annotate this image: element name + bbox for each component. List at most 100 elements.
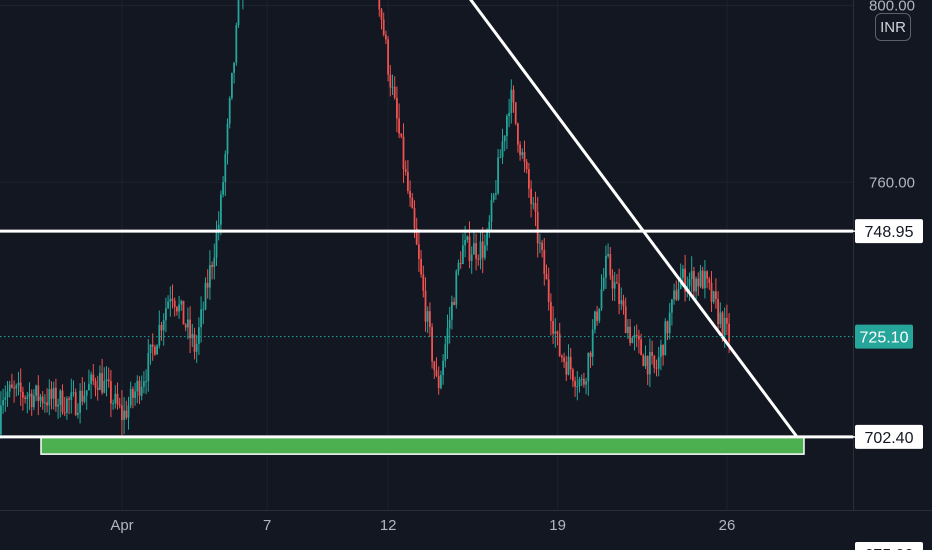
- candle-body: [701, 270, 704, 289]
- candle-body: [446, 328, 449, 345]
- candle-body: [444, 344, 447, 361]
- candle-body: [519, 144, 521, 156]
- candle-body: [539, 242, 541, 244]
- candle-body: [646, 355, 649, 375]
- candle-body: [514, 102, 517, 124]
- candle-body: [33, 395, 35, 408]
- candle-body: [607, 253, 609, 256]
- candle-body: [8, 384, 11, 392]
- candle-body: [554, 331, 557, 334]
- candle-body: [407, 171, 409, 192]
- candle-body: [147, 352, 150, 382]
- candle-body: [431, 327, 433, 362]
- candle-body: [132, 389, 134, 398]
- candle-body: [616, 282, 618, 284]
- candle-body: [536, 211, 539, 244]
- candle-body: [521, 152, 524, 156]
- support-zone[interactable]: [40, 436, 805, 455]
- trendline[interactable]: [267, 0, 799, 438]
- time-axis[interactable]: Apr 7 12 19 26: [110, 517, 735, 534]
- candle-body: [660, 344, 662, 357]
- x-tick-label: 19: [549, 517, 566, 534]
- candle-body: [609, 253, 612, 276]
- candle-body: [156, 345, 158, 355]
- candle-body: [699, 270, 702, 287]
- candle-body: [4, 397, 7, 401]
- drawing-overlays[interactable]: [0, 0, 853, 550]
- candle-body: [534, 203, 537, 212]
- y-tick-label: 760.00: [869, 174, 915, 191]
- candle-body: [578, 379, 581, 387]
- candle-body: [653, 355, 656, 368]
- candle-body: [462, 245, 464, 264]
- candle-body: [585, 381, 587, 385]
- candle-body: [160, 325, 163, 331]
- candle-body: [378, 0, 381, 10]
- candle-body: [206, 282, 209, 288]
- candle-body: [688, 279, 691, 287]
- candle-body: [651, 352, 653, 356]
- candle-body: [565, 361, 568, 375]
- candle-body: [37, 385, 40, 401]
- candle-body: [134, 391, 136, 398]
- candle-body: [81, 390, 84, 402]
- candle-body: [66, 398, 68, 413]
- candle-body: [35, 385, 37, 396]
- candle-body: [523, 152, 526, 162]
- candle-body: [717, 298, 719, 324]
- candle-body: [149, 344, 152, 353]
- candle-body: [15, 385, 18, 389]
- candle-body: [596, 311, 598, 321]
- candle-body: [728, 323, 730, 342]
- x-tick-label: 7: [263, 517, 271, 534]
- candle-body: [72, 392, 75, 394]
- grid: [0, 0, 853, 510]
- candle-body: [173, 300, 176, 308]
- x-tick-label: Apr: [110, 517, 133, 534]
- candle-body: [545, 274, 548, 280]
- candle-body: [541, 242, 543, 250]
- candle-body: [512, 89, 515, 103]
- currency-badge[interactable]: INR: [875, 13, 911, 41]
- candlestick-series[interactable]: [0, 0, 730, 439]
- candle-body: [167, 301, 169, 309]
- candle-body: [671, 299, 673, 313]
- candle-body: [28, 393, 31, 397]
- candle-body: [83, 395, 86, 402]
- candle-body: [677, 288, 680, 300]
- candle-body: [79, 390, 81, 413]
- candle-body: [385, 34, 387, 40]
- candle-body: [39, 396, 42, 401]
- candle-body: [85, 390, 88, 396]
- candle-body: [180, 300, 183, 305]
- candle-body: [613, 282, 616, 289]
- candle-body: [70, 392, 73, 400]
- candle-body: [497, 157, 499, 194]
- candle-body: [451, 301, 453, 320]
- candle-body: [118, 404, 121, 406]
- candle-body: [532, 203, 535, 205]
- candle-body: [712, 291, 715, 302]
- candle-body: [499, 157, 502, 159]
- candle-body: [697, 278, 700, 287]
- candle-body: [510, 89, 513, 114]
- price-level-label: 748.95: [865, 224, 914, 241]
- candle-body: [151, 344, 154, 347]
- candle-body: [620, 300, 623, 304]
- candle-body: [200, 309, 202, 328]
- candle-body: [466, 236, 469, 240]
- candle-body: [193, 334, 196, 352]
- candle-body: [629, 326, 631, 344]
- candle-body: [121, 405, 123, 420]
- candle-body: [103, 381, 106, 393]
- candle-body: [572, 369, 574, 381]
- candle-body: [453, 301, 455, 305]
- candle-body: [589, 352, 592, 357]
- candle-body: [664, 321, 667, 356]
- x-tick-label: 26: [719, 517, 736, 534]
- price-level-label-box: [855, 219, 923, 244]
- candle-body: [112, 403, 114, 405]
- candle-body: [576, 386, 579, 388]
